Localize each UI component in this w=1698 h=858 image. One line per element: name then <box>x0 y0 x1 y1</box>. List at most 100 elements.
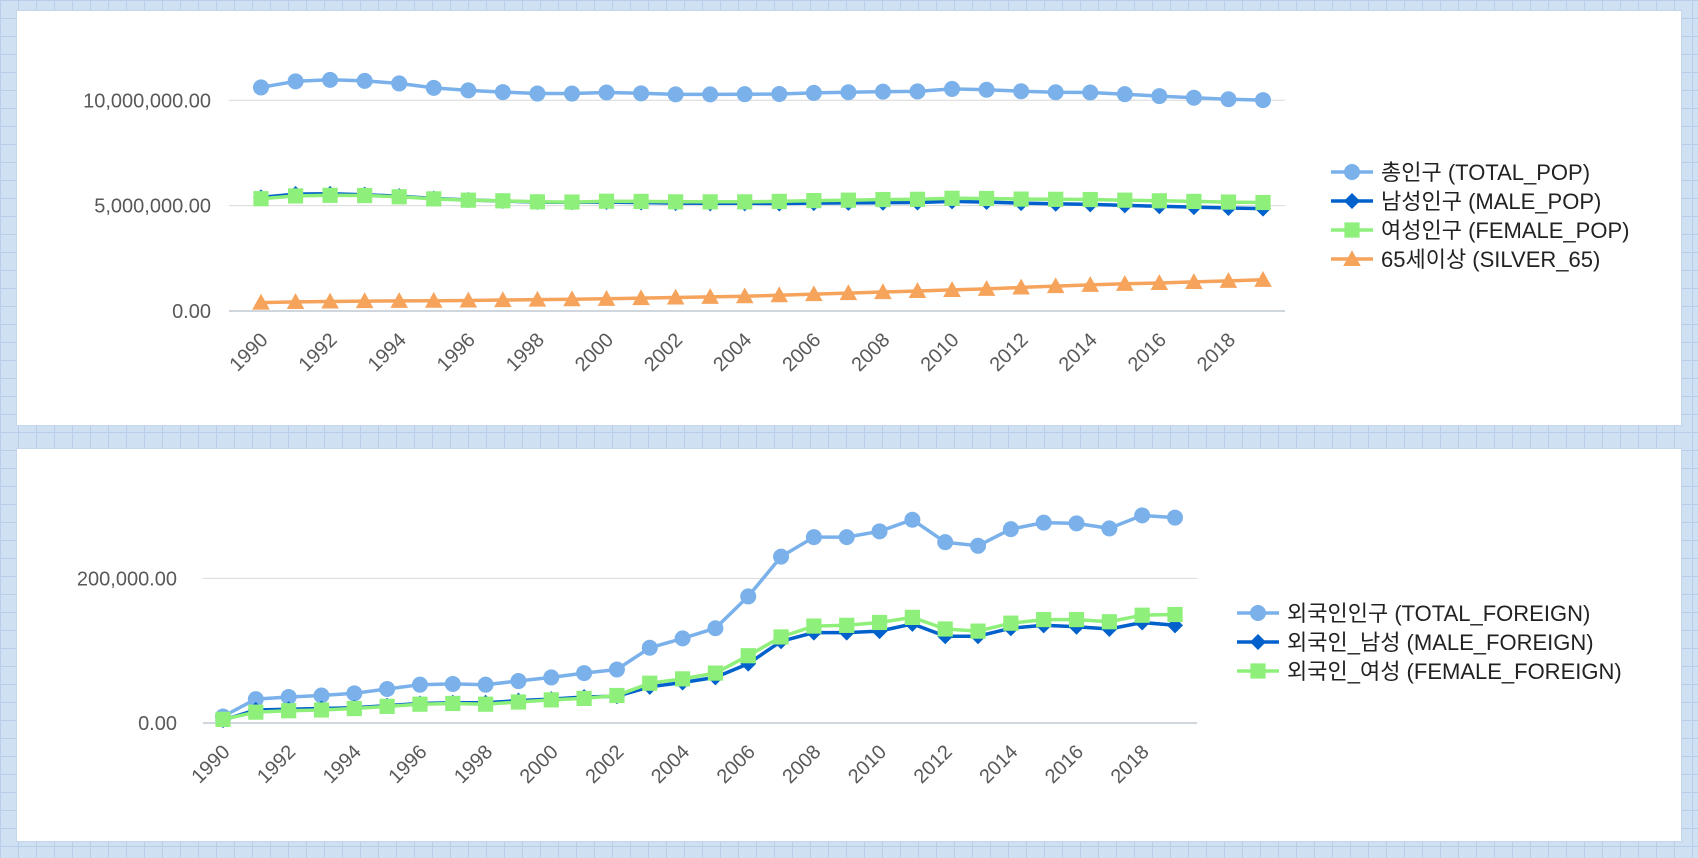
foreign-series-total-foreign-point <box>937 534 954 551</box>
foreign-y-tick-label: 200,000.00 <box>77 568 177 590</box>
population-series-female-pop-point <box>702 194 718 210</box>
population-series-female-pop-point <box>322 187 338 203</box>
population-series-total-pop-point <box>598 84 615 101</box>
foreign-x-tick-label: 2010 <box>844 741 891 788</box>
foreign-series-male-foreign-line <box>222 620 1176 722</box>
foreign-series-female-foreign-point <box>379 698 395 714</box>
population-series-65-silver-65-point <box>839 284 858 301</box>
population-series-65-silver-65-point <box>1150 274 1169 291</box>
population-series-total-pop-point <box>253 79 269 96</box>
chart-panel-population: 0.00 5,000,000.00 10,000,000.00 1990 1992 199… <box>16 10 1682 426</box>
population-series-65-silver-65-point <box>632 289 650 306</box>
foreign-series-female-foreign-point <box>313 702 330 718</box>
population-legend-label: 남성인구 (MALE_POP) <box>1381 189 1601 214</box>
foreign-y-axis: 0.00 200,000.00 <box>77 568 1197 735</box>
population-series-female-pop-point <box>1220 194 1237 210</box>
foreign-series-female-foreign-point <box>478 696 494 712</box>
population-x-axis: 1990 1992 1994 1996 1998 2000 2002 2004 2006 2008… <box>226 329 1240 376</box>
foreign-series-female-foreign-point <box>346 700 362 717</box>
foreign-series-total-foreign-point <box>313 687 330 704</box>
population-x-tick-label: 2010 <box>917 329 964 376</box>
population-x-tick-label: 2008 <box>847 329 894 376</box>
foreign-series-total-foreign-point <box>608 661 625 678</box>
population-series-65-silver-65-point <box>1219 272 1238 288</box>
foreign-series-total-foreign-point <box>1167 509 1183 526</box>
population-series-65-silver-65-point <box>908 282 927 299</box>
foreign-x-tick-label: 1990 <box>188 741 235 788</box>
population-legend-label: 총인구 (TOTAL_POP) <box>1381 160 1590 185</box>
foreign-y-tick-label: 0.00 <box>138 713 177 735</box>
foreign-x-axis: 1990 1992 1994 1996 1998 2000 2002 2004 2006 2008… <box>188 741 1154 788</box>
foreign-x-tick-label: 1992 <box>253 741 300 788</box>
foreign-x-tick-label: 2018 <box>1107 741 1154 788</box>
population-series-65-silver-65-point <box>1254 271 1272 287</box>
population-series-total-pop-point <box>840 84 857 101</box>
foreign-x-tick-label: 2012 <box>910 741 957 788</box>
population-series-total-pop-point <box>1047 84 1064 101</box>
population-series-total-pop-point <box>460 82 477 99</box>
population-series-total-pop-point <box>1185 89 1202 106</box>
population-series-65-silver-65-point <box>459 291 478 308</box>
population-series-total-pop-point <box>287 73 304 90</box>
foreign-x-tick-label: 2008 <box>778 741 825 788</box>
foreign-series-female-foreign-point <box>281 703 297 719</box>
population-series-female-pop-point <box>529 194 546 210</box>
population-series-female-pop-point <box>1151 193 1167 209</box>
population-series-female-pop-point <box>426 191 442 207</box>
population-x-tick-label: 1994 <box>364 329 411 376</box>
population-x-tick-label: 2002 <box>640 329 687 376</box>
population-series-total-pop-point <box>529 85 546 102</box>
population-legend-item: 남성인구 (MALE_POP) <box>1331 189 1601 214</box>
population-series-65-silver-65-point <box>1185 273 1203 289</box>
population-series-65-silver-65-point <box>770 286 789 303</box>
population-series-female-pop-point <box>1255 194 1271 211</box>
foreign-series-total-foreign-point <box>346 685 363 702</box>
population-series-total-pop-point <box>494 84 511 101</box>
foreign-x-tick-label: 2000 <box>516 741 563 788</box>
population-series-65-silver-65-point <box>701 288 719 304</box>
foreign-series-total-foreign-point <box>1035 514 1052 531</box>
foreign-series-female-foreign-line <box>222 612 1176 722</box>
foreign-series-total-foreign-point <box>871 523 888 540</box>
foreign-x-tick-label: 2006 <box>713 741 760 788</box>
foreign-series-female-foreign-point <box>674 671 691 687</box>
population-series-65-silver-65-point <box>252 293 270 310</box>
population-series-65-silver-65-line <box>260 278 1264 305</box>
population-series-65-silver-65-point <box>494 291 512 308</box>
foreign-series-female-foreign-point <box>215 711 231 727</box>
population-series-total-pop <box>253 71 1271 109</box>
population-series-total-pop-point <box>909 83 926 100</box>
population-series-65-silver-65-point <box>528 290 547 307</box>
population-series-female-pop-point <box>668 194 684 210</box>
foreign-series-total-foreign-point <box>1002 521 1019 538</box>
foreign-series-total-foreign-point <box>247 691 264 708</box>
population-x-tick-label: 2000 <box>571 329 618 376</box>
population-series-total-pop-point <box>978 81 995 98</box>
foreign-series-female-foreign-point <box>839 617 855 633</box>
population-legend: 총인구 (TOTAL_POP) 남성인구 (MALE_POP) 여성인구 (FEMA… <box>1331 160 1629 272</box>
foreign-series-total-foreign-point <box>1134 507 1151 524</box>
foreign-series-female-foreign-point <box>937 621 953 637</box>
foreign-series-total-foreign-point <box>904 511 921 528</box>
foreign-series-female-foreign <box>215 606 1183 727</box>
population-series-total-pop-point <box>391 75 408 92</box>
population-series-65-silver-65-point <box>321 292 339 309</box>
population-legend-marker <box>1344 164 1360 180</box>
foreign-series-female-foreign-point <box>1068 611 1085 628</box>
foreign-series-total-foreign-point <box>477 676 494 693</box>
foreign-series-total-foreign-point <box>773 548 790 565</box>
foreign-legend-label: 외국인_남성 (MALE_FOREIGN) <box>1287 630 1594 655</box>
population-series-female-pop-point <box>287 188 304 204</box>
foreign-series-male-foreign-point <box>1167 617 1183 634</box>
population-x-tick-label: 2012 <box>986 329 1033 376</box>
population-series-total-pop-line <box>260 78 1264 102</box>
population-series-65-silver-65-point <box>735 287 754 304</box>
population-series-65-silver-65-point <box>1012 278 1030 295</box>
foreign-series-total-foreign-point <box>641 639 658 656</box>
population-x-tick-label: 2014 <box>1055 329 1102 376</box>
foreign-series-female-foreign-point <box>970 623 986 639</box>
foreign-series-total-foreign-line <box>222 513 1176 719</box>
population-series-65-silver-65-point <box>977 280 996 296</box>
foreign-series-total-foreign-point <box>576 665 593 682</box>
population-series-total-pop-point <box>425 79 442 96</box>
